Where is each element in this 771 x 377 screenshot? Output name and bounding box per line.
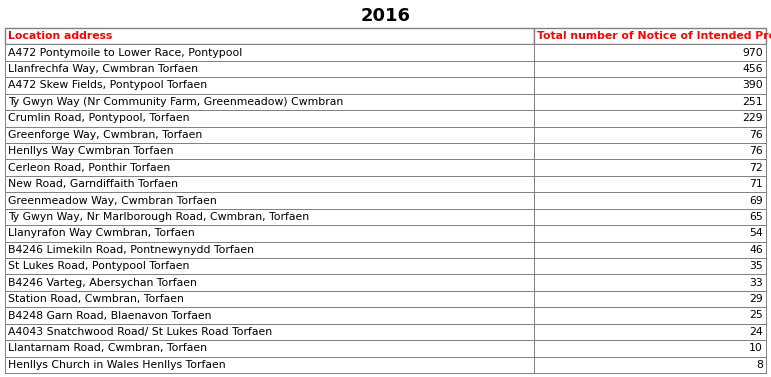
Text: 54: 54 (749, 228, 763, 238)
Text: Total number of Notice of Intended Prosecution Issued: Total number of Notice of Intended Prose… (537, 31, 771, 41)
Text: Cerleon Road, Ponthir Torfaen: Cerleon Road, Ponthir Torfaen (8, 162, 170, 173)
Text: Greenforge Way, Cwmbran, Torfaen: Greenforge Way, Cwmbran, Torfaen (8, 130, 202, 140)
Bar (5, 291, 534, 307)
Text: Llanyrafon Way Cwmbran, Torfaen: Llanyrafon Way Cwmbran, Torfaen (8, 228, 195, 238)
Text: 76: 76 (749, 130, 763, 140)
Bar (534, 225, 766, 242)
Text: 251: 251 (742, 97, 763, 107)
Bar (534, 77, 766, 94)
Bar (534, 159, 766, 176)
Bar (5, 28, 534, 44)
Bar (534, 357, 766, 373)
Text: 71: 71 (749, 179, 763, 189)
Bar (534, 242, 766, 258)
Text: 456: 456 (742, 64, 763, 74)
Bar (5, 159, 534, 176)
Text: 2016: 2016 (361, 7, 410, 25)
Text: New Road, Garndiffaith Torfaen: New Road, Garndiffaith Torfaen (8, 179, 178, 189)
Text: 970: 970 (742, 48, 763, 58)
Bar (534, 324, 766, 340)
Text: Henllys Church in Wales Henllys Torfaen: Henllys Church in Wales Henllys Torfaen (8, 360, 226, 370)
Bar (534, 143, 766, 159)
Bar (534, 274, 766, 291)
Text: 24: 24 (749, 327, 763, 337)
Bar (5, 258, 534, 274)
Text: 69: 69 (749, 196, 763, 205)
Text: 33: 33 (749, 277, 763, 288)
Bar (5, 324, 534, 340)
Bar (5, 61, 534, 77)
Bar (5, 274, 534, 291)
Bar (534, 110, 766, 127)
Bar (5, 225, 534, 242)
Bar (534, 44, 766, 61)
Bar (5, 176, 534, 192)
Text: Station Road, Cwmbran, Torfaen: Station Road, Cwmbran, Torfaen (8, 294, 183, 304)
Bar (534, 340, 766, 357)
Text: Crumlin Road, Pontypool, Torfaen: Crumlin Road, Pontypool, Torfaen (8, 113, 190, 123)
Text: 8: 8 (756, 360, 763, 370)
Bar (534, 192, 766, 209)
Bar (5, 242, 534, 258)
Text: 35: 35 (749, 261, 763, 271)
Bar (534, 61, 766, 77)
Bar (534, 176, 766, 192)
Text: 72: 72 (749, 162, 763, 173)
Bar (5, 340, 534, 357)
Bar (5, 94, 534, 110)
Bar (534, 291, 766, 307)
Text: 29: 29 (749, 294, 763, 304)
Bar (5, 307, 534, 324)
Bar (534, 209, 766, 225)
Text: 25: 25 (749, 311, 763, 320)
Text: Henllys Way Cwmbran Torfaen: Henllys Way Cwmbran Torfaen (8, 146, 173, 156)
Text: A472 Pontymoile to Lower Race, Pontypool: A472 Pontymoile to Lower Race, Pontypool (8, 48, 242, 58)
Bar (5, 192, 534, 209)
Bar (5, 209, 534, 225)
Text: A472 Skew Fields, Pontypool Torfaen: A472 Skew Fields, Pontypool Torfaen (8, 81, 207, 90)
Bar (534, 127, 766, 143)
Text: A4043 Snatchwood Road/ St Lukes Road Torfaen: A4043 Snatchwood Road/ St Lukes Road Tor… (8, 327, 272, 337)
Bar (5, 143, 534, 159)
Text: Ty Gwyn Way, Nr Marlborough Road, Cwmbran, Torfaen: Ty Gwyn Way, Nr Marlborough Road, Cwmbra… (8, 212, 309, 222)
Text: 229: 229 (742, 113, 763, 123)
Text: 46: 46 (749, 245, 763, 255)
Text: Greenmeadow Way, Cwmbran Torfaen: Greenmeadow Way, Cwmbran Torfaen (8, 196, 217, 205)
Bar (534, 307, 766, 324)
Text: B4248 Garn Road, Blaenavon Torfaen: B4248 Garn Road, Blaenavon Torfaen (8, 311, 211, 320)
Text: Ty Gwyn Way (Nr Community Farm, Greenmeadow) Cwmbran: Ty Gwyn Way (Nr Community Farm, Greenmea… (8, 97, 343, 107)
Bar (5, 77, 534, 94)
Text: Location address: Location address (8, 31, 113, 41)
Text: 65: 65 (749, 212, 763, 222)
Text: St Lukes Road, Pontypool Torfaen: St Lukes Road, Pontypool Torfaen (8, 261, 190, 271)
Text: 390: 390 (742, 81, 763, 90)
Bar (534, 28, 766, 44)
Bar (534, 94, 766, 110)
Bar (534, 258, 766, 274)
Bar (5, 127, 534, 143)
Bar (5, 357, 534, 373)
Text: Llantarnam Road, Cwmbran, Torfaen: Llantarnam Road, Cwmbran, Torfaen (8, 343, 207, 353)
Text: B4246 Limekiln Road, Pontnewynydd Torfaen: B4246 Limekiln Road, Pontnewynydd Torfae… (8, 245, 254, 255)
Text: Llanfrechfa Way, Cwmbran Torfaen: Llanfrechfa Way, Cwmbran Torfaen (8, 64, 198, 74)
Text: B4246 Varteg, Abersychan Torfaen: B4246 Varteg, Abersychan Torfaen (8, 277, 197, 288)
Text: 10: 10 (749, 343, 763, 353)
Bar (5, 110, 534, 127)
Bar (5, 44, 534, 61)
Text: 76: 76 (749, 146, 763, 156)
